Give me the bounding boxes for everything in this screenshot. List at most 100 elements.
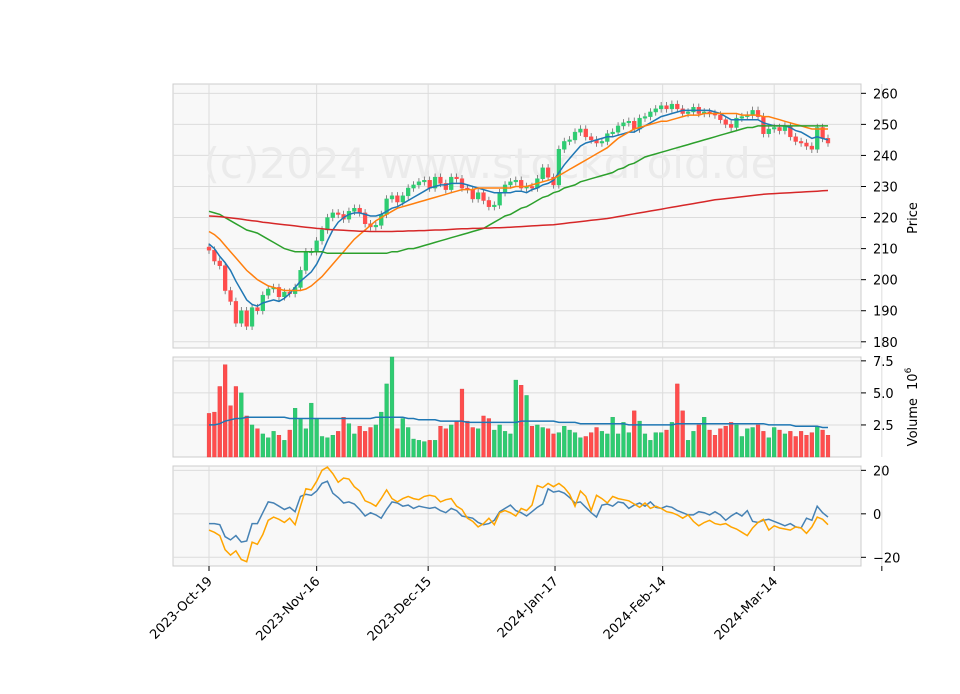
volume-bar-down <box>465 420 470 458</box>
price-y-tick-label: 180 <box>873 336 898 351</box>
volume-bar-down <box>341 417 346 458</box>
volume-bar-up <box>330 435 335 458</box>
volume-bar-up <box>642 433 648 458</box>
volume-bar-down <box>287 429 292 458</box>
candle-down <box>481 192 486 201</box>
volume-bar-down <box>244 415 249 458</box>
volume-bar-up <box>406 427 411 458</box>
volume-bar-down <box>632 410 637 458</box>
candle-up <box>319 229 325 242</box>
volume-bar-up <box>782 433 788 458</box>
price-y-tick-label: 200 <box>873 274 898 289</box>
volume-bar-up <box>691 431 696 458</box>
volume-bar-up <box>508 433 513 458</box>
candle-up <box>352 207 357 212</box>
volume-bar-down <box>223 364 228 458</box>
volume-bar-up <box>379 411 384 458</box>
volume-bar-up <box>309 402 314 458</box>
volume-bar-down <box>276 435 282 458</box>
candle-down <box>755 110 761 117</box>
candle-up <box>659 105 664 110</box>
volume-axis-label: Volume106 <box>904 367 921 446</box>
volume-bar-down <box>680 410 685 458</box>
candle-down <box>470 189 475 200</box>
candle-up <box>578 128 583 133</box>
volume-bar-down <box>707 429 712 458</box>
volume-bar-up <box>411 438 416 458</box>
volume-bar-up <box>271 431 276 458</box>
volume-bar-up <box>513 379 518 458</box>
candle-up <box>734 117 739 128</box>
volume-bar-up <box>432 440 438 458</box>
price-y-tick-label: 240 <box>873 149 898 164</box>
volume-bar-up <box>384 383 389 458</box>
volume-bar-down <box>233 386 238 458</box>
candle-up <box>540 167 545 179</box>
candle-up <box>508 181 513 186</box>
volume-bar-up <box>346 423 352 458</box>
volume-bar-up <box>293 408 298 458</box>
candle-down <box>825 138 831 144</box>
candle-down <box>809 145 814 150</box>
volume-bar-down <box>712 435 718 458</box>
candle-down <box>212 249 217 262</box>
candle-down <box>233 301 239 324</box>
volume-y-tick-label: 2.5 <box>873 419 894 434</box>
volume-bar-up <box>535 424 540 458</box>
candle-up <box>239 310 244 324</box>
candle-up <box>422 180 427 183</box>
volume-bar-down <box>357 426 362 458</box>
volume-bar-up <box>739 436 744 458</box>
volume-bar-down <box>427 440 432 458</box>
candle-up <box>691 107 696 113</box>
candle-down <box>664 105 669 110</box>
volume-bar-up <box>303 428 308 458</box>
volume-bar-up <box>653 432 658 458</box>
price-y-tick-label: 250 <box>873 118 898 133</box>
candle-up <box>610 131 615 134</box>
volume-bar-up <box>373 424 378 458</box>
volume-bar-up <box>314 418 319 458</box>
candle-down <box>217 260 222 266</box>
x-tick-label: 2024-Feb-14 <box>601 574 670 643</box>
volume-bar-down <box>546 428 551 458</box>
candle-down <box>223 265 228 291</box>
x-tick-label: 2024-Mar-14 <box>712 574 781 643</box>
volume-bar-up <box>476 428 481 458</box>
candle-down <box>276 287 282 298</box>
price-y-tick-label: 230 <box>873 180 898 195</box>
candle-up <box>621 122 626 127</box>
volume-bar-down <box>551 433 556 458</box>
candle-down <box>777 127 782 131</box>
candle-up <box>615 125 621 133</box>
volume-bar-up <box>610 417 615 458</box>
candle-down <box>244 310 249 327</box>
volume-bar-up <box>637 420 642 458</box>
candle-down <box>798 141 804 144</box>
volume-bar-down <box>664 429 669 458</box>
candle-down <box>438 176 443 184</box>
volume-bar-down <box>729 422 734 458</box>
price-line-ma20 <box>208 112 828 292</box>
candle-down <box>589 136 594 141</box>
volume-bar-up <box>400 418 405 458</box>
candle-down <box>583 128 588 138</box>
volume-layer <box>206 356 831 458</box>
candle-up <box>389 195 395 200</box>
candle-up <box>642 116 648 119</box>
candle-down <box>723 119 728 125</box>
volume-bar-up <box>734 424 739 458</box>
candle-down <box>545 167 551 178</box>
volume-bar-down <box>470 427 475 458</box>
volume-bar-down <box>809 432 814 458</box>
price-line-ma200 <box>208 189 829 233</box>
x-tick-label: 2024-Jan-17 <box>495 574 562 641</box>
price-y-tick-label: 210 <box>873 243 898 258</box>
candle-down <box>519 180 524 189</box>
volume-bar-up <box>449 424 454 458</box>
candle-down <box>728 124 734 128</box>
volume-bar-up <box>567 429 572 458</box>
volume-bar-down <box>459 388 465 458</box>
volume-bar-down <box>206 413 212 458</box>
